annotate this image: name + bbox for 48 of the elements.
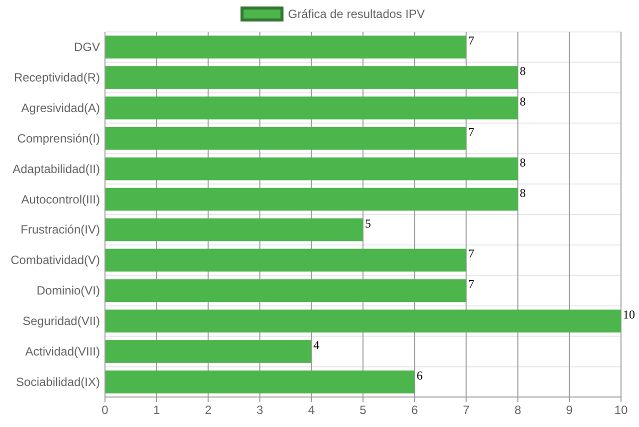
series-label: Gráfica de resultados IPV <box>288 7 425 21</box>
y-tick-label: DGV <box>74 40 100 54</box>
data-label: 8 <box>520 64 526 78</box>
data-label: 7 <box>468 34 474 48</box>
bar <box>105 188 518 211</box>
bar <box>105 218 363 242</box>
x-tick-label: 2 <box>204 403 212 417</box>
y-tick-label: Adaptabilidad(II) <box>12 162 100 176</box>
data-label: 7 <box>468 124 474 139</box>
bar <box>105 310 621 332</box>
x-tick-label: 0 <box>102 403 109 417</box>
x-tick-label: 4 <box>308 403 316 417</box>
y-tick-label: Autocontrol(III) <box>21 192 100 206</box>
x-tick-label: 3 <box>256 403 264 417</box>
data-label: 6 <box>416 368 423 383</box>
y-tick-label: Receptividad(R) <box>14 70 100 85</box>
y-tick-label: Actividad(VIII) <box>25 344 100 358</box>
x-tick-label: 5 <box>360 403 367 417</box>
y-tick-label: Dominio(VI) <box>36 284 100 298</box>
data-label: 4 <box>313 338 320 352</box>
bar <box>105 66 518 89</box>
y-tick-label: Frustración(IV) <box>20 222 100 237</box>
data-label: 7 <box>468 277 474 292</box>
bar <box>105 248 466 272</box>
bar <box>105 96 518 120</box>
bar <box>105 279 466 302</box>
x-tick-label: 8 <box>514 403 522 417</box>
x-tick-label: 9 <box>566 403 574 417</box>
bar <box>105 126 466 150</box>
data-label: 7 <box>468 246 474 261</box>
data-label: 5 <box>365 216 371 230</box>
bar <box>105 340 312 363</box>
y-tick-label: Seguridad(VII) <box>22 314 100 328</box>
bar <box>105 157 518 180</box>
bar <box>105 370 415 394</box>
data-label: 10 <box>623 308 635 322</box>
x-tick-label: 7 <box>462 403 470 417</box>
data-label: 8 <box>520 186 526 200</box>
bar <box>105 36 466 58</box>
data-label: 8 <box>520 155 526 170</box>
y-tick-label: Comprensión(I) <box>17 131 100 146</box>
y-tick-label: Sociabilidad(IX) <box>16 374 100 389</box>
x-tick-label: 1 <box>153 403 160 417</box>
data-label: 8 <box>520 94 526 109</box>
y-tick-label: Combatividad(V) <box>10 253 100 268</box>
x-tick-label: 6 <box>411 403 418 417</box>
y-tick-label: Agresividad(A) <box>21 100 100 115</box>
x-tick-label: 10 <box>614 403 628 417</box>
